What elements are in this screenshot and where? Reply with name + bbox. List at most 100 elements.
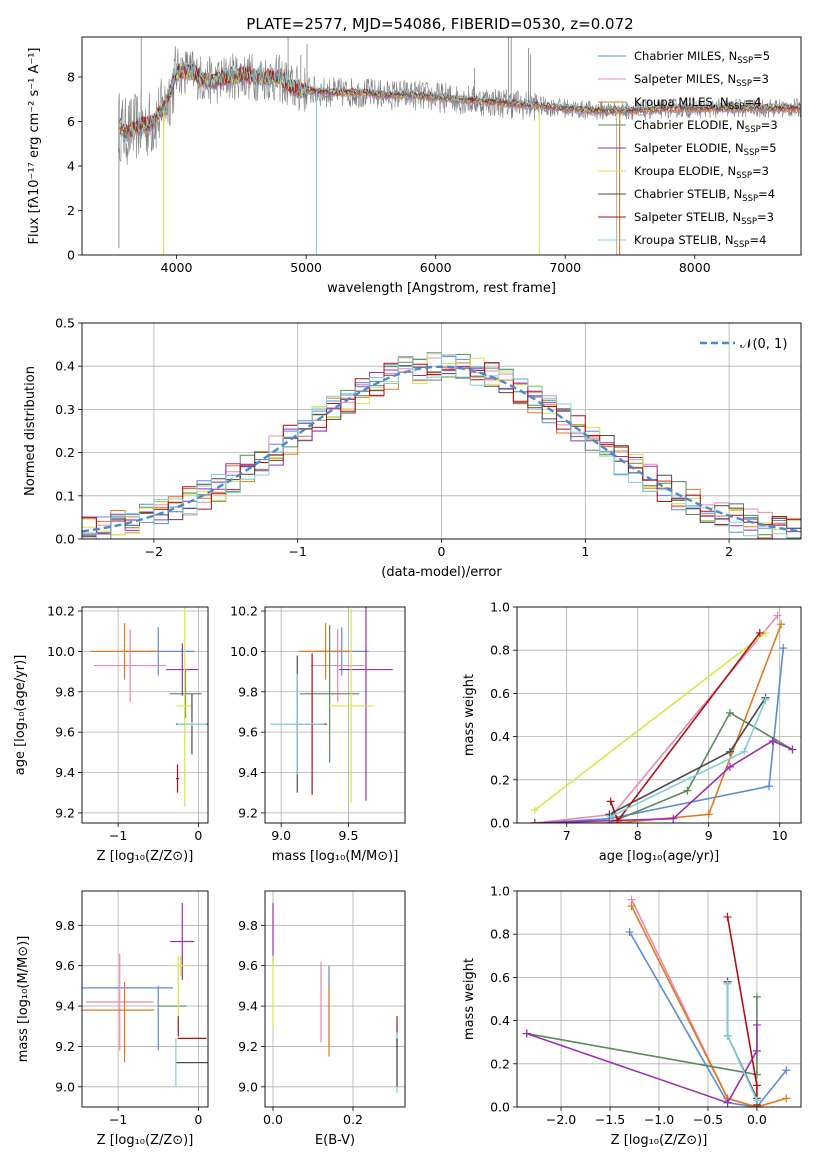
errorbar-point <box>90 623 159 680</box>
errorbar-point <box>177 722 207 727</box>
gaussian-legend-label: 𝒩(0, 1) <box>740 337 787 352</box>
x-tick-label: 4000 <box>161 260 193 275</box>
series-marker <box>752 1081 761 1090</box>
x-tick-label: −1.5 <box>595 1112 625 1127</box>
series-line <box>534 632 766 811</box>
legend-label: Kroupa STELIB, NSSP=4 <box>634 233 766 250</box>
x-tick-label: 0 <box>438 544 446 559</box>
y-tick-label: 10.2 <box>230 604 258 619</box>
series-marker <box>613 816 622 823</box>
series-marker <box>522 1029 531 1038</box>
mass_vs_Z-axes: −1 0 9.0 9.2 9.4 9.6 9.8 Z [log₁₀(Z/Z⊙)] mass [l… <box>16 891 208 1148</box>
legend-label: Chabrier MILES, NSSP=5 <box>634 49 770 66</box>
y-tick-label: 0.8 <box>490 643 510 658</box>
y-tick-label: 9.8 <box>55 684 75 699</box>
errorbar-point <box>310 629 365 702</box>
x-tick-label: 8000 <box>679 260 711 275</box>
y-tick-label: 0 <box>67 248 75 263</box>
figure-title: PLATE=2577, MJD=54086, FIBERID=0530, z=0… <box>246 15 633 33</box>
mass_weight_vs_age-frame <box>516 606 802 824</box>
spectrum-lines <box>118 37 801 255</box>
legend-label: Chabrier STELIB, NSSP=4 <box>634 187 775 204</box>
x-tick-label: 9.5 <box>339 828 359 843</box>
series-marker <box>723 912 732 921</box>
age_vs_mass-axes: 9.0 9.5 9.2 9.4 9.6 9.8 10.0 10.2 mass [log₁₀(M/… <box>230 604 405 864</box>
y-axis-label: Normed distribution <box>23 366 38 496</box>
series-marker <box>761 695 770 704</box>
y-axis-label: mass weight <box>462 674 477 756</box>
series-marker <box>740 747 749 756</box>
x-tick-label: −2.0 <box>546 1112 576 1127</box>
errorbar-point <box>172 955 189 976</box>
mass_vs_Z-frame <box>81 890 209 1108</box>
x-tick-label: 6000 <box>420 260 452 275</box>
x-axis-label: mass [log₁₀(M/M⊙)] <box>272 849 399 864</box>
series-line <box>526 1024 758 1104</box>
y-tick-label: 0.4 <box>490 729 510 744</box>
errorbar-point <box>176 607 193 807</box>
y-tick-label: 9.6 <box>238 958 258 973</box>
y-tick-label: 9.6 <box>55 958 75 973</box>
errorbar-point <box>166 643 199 696</box>
series-marker <box>782 1094 791 1103</box>
y-tick-label: 9.2 <box>55 1039 75 1054</box>
y-tick-label: 0.0 <box>490 816 510 831</box>
y-tick-label: 9.0 <box>238 1079 258 1094</box>
series-marker <box>627 902 636 911</box>
y-axis-label: mass weight <box>462 958 477 1040</box>
x-tick-label: 8 <box>634 828 642 843</box>
series-marker <box>773 611 782 620</box>
series-line <box>534 647 785 823</box>
legend-label: Salpeter ELODIE, NSSP=5 <box>634 141 777 158</box>
age_vs_mass-frame <box>264 606 406 824</box>
y-tick-label: 0.4 <box>55 359 75 374</box>
mass_vs_Z-points <box>82 903 208 1087</box>
series-line <box>628 931 787 1107</box>
series-marker <box>606 812 615 821</box>
series-marker <box>768 736 777 745</box>
x-tick-label: 0 <box>194 1112 202 1127</box>
x-axis-label: Z [log₁₀(Z/Z⊙)] <box>611 1133 708 1148</box>
legend-label: Kroupa MILES, NSSP=4 <box>634 95 761 112</box>
series-marker <box>606 797 615 806</box>
errorbar-point <box>339 607 393 801</box>
y-tick-label: 4 <box>67 159 75 174</box>
x-tick-label: 10 <box>772 828 788 843</box>
x-tick-label: 5000 <box>290 260 322 275</box>
series-marker <box>726 762 734 771</box>
mass_vs_ebv-frame <box>264 890 406 1108</box>
y-tick-label: 0.6 <box>490 686 510 701</box>
x-tick-label: −2 <box>145 544 163 559</box>
series-marker <box>726 708 734 717</box>
spectrum-axes: 4000 5000 6000 7000 8000 0 2 4 6 8 wavelength [Ang… <box>27 48 711 297</box>
x-tick-label: 9 <box>705 828 713 843</box>
y-tick-label: 9.4 <box>238 765 258 780</box>
series-marker <box>530 806 539 815</box>
legend-label: Salpeter STELIB, NSSP=3 <box>634 210 774 227</box>
y-tick-label: 2 <box>67 203 75 218</box>
y-tick-label: 9.6 <box>55 725 75 740</box>
series-marker <box>752 992 761 1001</box>
series-marker <box>752 1046 761 1055</box>
y-tick-label: 0.4 <box>490 1013 510 1028</box>
y-tick-label: 0.0 <box>490 1100 510 1115</box>
y-tick-label: 9.2 <box>238 1039 258 1054</box>
hist-step <box>82 353 801 539</box>
y-tick-label: 1.0 <box>490 600 510 615</box>
y-tick-label: 9.0 <box>55 1079 75 1094</box>
age_vs_Z-axes: −1 0 9.2 9.4 9.6 9.8 10.0 10.2 Z [log₁₀(Z/Z⊙)] ag… <box>13 604 208 864</box>
y-tick-label: 9.2 <box>55 805 75 820</box>
errorbar-point <box>328 609 375 803</box>
errorbar-point <box>298 623 353 680</box>
x-axis-label: (data-model)/error <box>381 565 502 580</box>
x-tick-label: −1 <box>288 544 306 559</box>
x-tick-label: 9.0 <box>271 828 291 843</box>
x-tick-label: −1 <box>109 1112 127 1127</box>
y-tick-label: 0.8 <box>490 927 510 942</box>
y-tick-label: 0.2 <box>490 1056 510 1071</box>
x-tick-label: −1 <box>109 828 127 843</box>
legend-label: Kroupa ELODIE, NSSP=3 <box>634 164 769 181</box>
hist-series <box>82 352 801 539</box>
age_vs_mass-points <box>270 607 393 803</box>
errorbar-point <box>300 625 360 763</box>
